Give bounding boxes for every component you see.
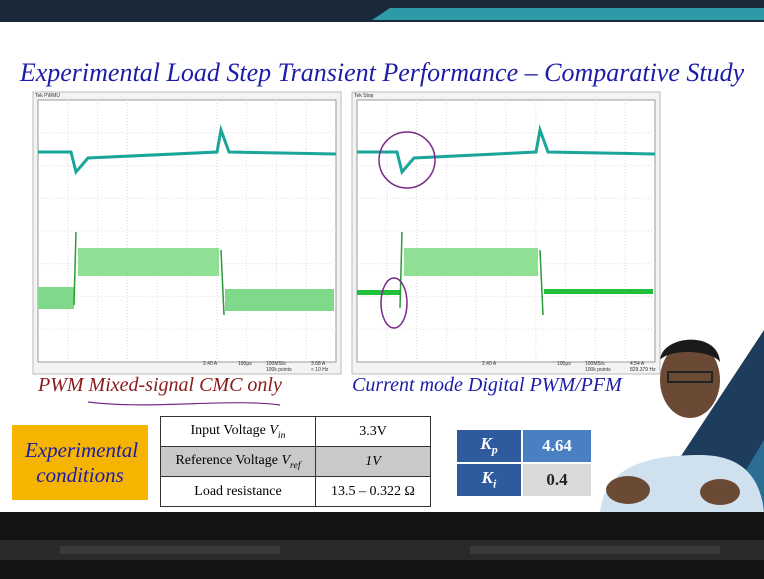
cell: 13.5 – 0.322 Ω (316, 477, 431, 507)
cell: Load resistance (161, 477, 316, 507)
cell: Ki (456, 463, 522, 497)
value: 1V (365, 454, 381, 469)
slide-title: Experimental Load Step Transient Perform… (0, 58, 764, 88)
cell: Reference Voltage Vref (161, 447, 316, 477)
label: Input Voltage (191, 423, 270, 438)
scope-caption: PWM Mixed-signal CMC only (38, 374, 282, 397)
cell: Input Voltage Vin (161, 417, 316, 447)
symbol: K (480, 434, 491, 453)
subscript: ref (290, 459, 301, 470)
subscript: p (492, 443, 498, 457)
cell: 4.64 (522, 429, 592, 463)
subscript: i (493, 477, 496, 491)
symbol: V (281, 453, 290, 468)
scope-caption: Current mode Digital PWM/PFM (352, 374, 622, 397)
label: Reference Voltage (175, 453, 281, 468)
cell: 1V (316, 447, 431, 477)
row: Reference Voltage Vref 1V (161, 447, 431, 477)
cell: 3.3V (316, 417, 431, 447)
symbol: K (482, 468, 493, 487)
subscript: in (278, 429, 286, 440)
slide: Experimental Load Step Transient Perform… (0, 0, 764, 579)
symbol: V (269, 423, 278, 438)
cell: Kp (456, 429, 522, 463)
cell: 0.4 (522, 463, 592, 497)
conditions-label: Experimental conditions (12, 425, 148, 500)
conditions-text: Experimental conditions (25, 438, 135, 486)
